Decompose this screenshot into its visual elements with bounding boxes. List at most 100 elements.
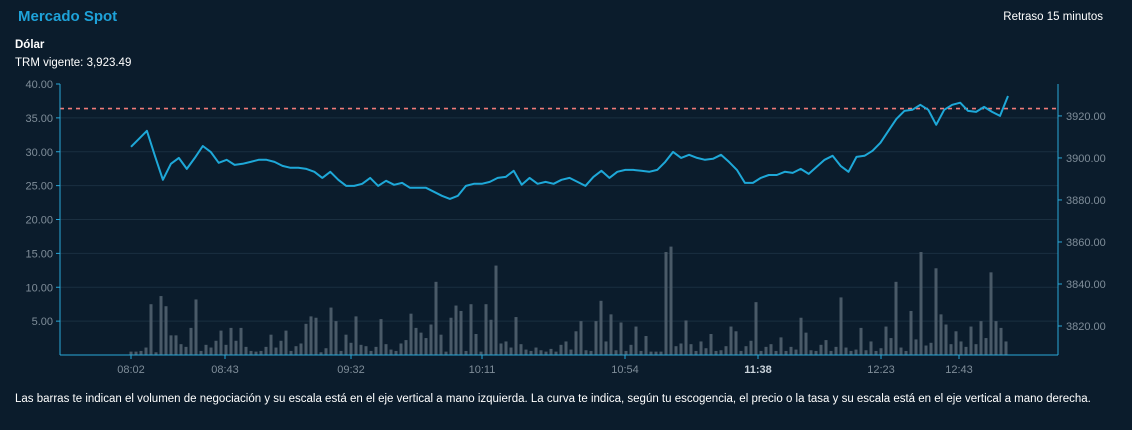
volume-bar [304, 323, 308, 355]
volume-bar [204, 344, 208, 355]
volume-bar [689, 344, 693, 355]
volume-bar [324, 348, 328, 355]
volume-bar [394, 350, 398, 355]
volume-bar [459, 310, 463, 355]
left-axis-label: 20.00 [25, 215, 53, 227]
volume-bar [134, 351, 138, 355]
volume-bar [454, 305, 458, 355]
volume-bar [264, 346, 268, 355]
volume-bar [609, 314, 613, 355]
volume-bar [319, 352, 323, 355]
volume-bar [619, 322, 623, 355]
volume-bar [209, 347, 213, 355]
volume-bar [354, 316, 358, 355]
volume-bar [869, 341, 873, 355]
volume-bar [334, 321, 338, 355]
right-axis-label: 3880.00 [1066, 195, 1106, 207]
volume-bar [864, 350, 868, 355]
right-axis-label: 3860.00 [1066, 237, 1106, 249]
volume-bar [584, 350, 588, 355]
volume-bar [179, 344, 183, 355]
volume-bar [524, 349, 528, 355]
volume-bar [659, 351, 663, 355]
volume-bar [734, 331, 738, 355]
left-axis-label: 5.00 [32, 316, 53, 328]
volume-bar [769, 344, 773, 355]
volume-bar [964, 346, 968, 355]
volume-bar [899, 347, 903, 355]
volume-bar [509, 347, 513, 355]
volume-bar [674, 346, 678, 355]
volume-bar [1004, 341, 1008, 355]
volume-bar [519, 344, 523, 355]
volume-bar [539, 350, 543, 355]
left-axis-label: 35.00 [25, 113, 53, 125]
volume-bar [284, 330, 288, 355]
volume-bar [709, 333, 713, 355]
volume-bar [799, 317, 803, 355]
volume-bar [774, 350, 778, 355]
volume-bar [564, 341, 568, 355]
volume-bar [199, 350, 203, 355]
left-axis-label: 40.00 [25, 79, 53, 91]
volume-bar [314, 317, 318, 355]
volume-bar [779, 337, 783, 355]
volume-bar [424, 338, 428, 355]
volume-bar [939, 314, 943, 355]
volume-bar [824, 340, 828, 355]
volume-bar [279, 340, 283, 355]
volume-bar [644, 336, 648, 355]
volume-bar [804, 332, 808, 355]
volume-bar [419, 332, 423, 355]
volume-bar [569, 349, 573, 355]
volume-bar [924, 345, 928, 355]
delay-notice: Retraso 15 minutos [1003, 11, 1103, 23]
volume-bar [504, 341, 508, 355]
volume-bar [959, 341, 963, 355]
volume-bar [904, 350, 908, 355]
volume-bar [989, 272, 993, 355]
volume-bar [969, 326, 973, 355]
volume-bar [599, 300, 603, 355]
volume-bar [449, 317, 453, 355]
volume-bar [839, 297, 843, 355]
volume-bar [234, 340, 238, 355]
volume-bar [159, 296, 163, 355]
trm-value: TRM vigente: 3,923.49 [15, 57, 132, 69]
volume-bar [649, 351, 653, 355]
volume-bar [749, 340, 753, 355]
volume-bar [894, 281, 898, 355]
volume-bar [514, 317, 518, 355]
volume-bar [974, 344, 978, 355]
right-axis-label: 3920.00 [1066, 111, 1106, 123]
volume-bar [664, 252, 668, 355]
x-axis-label: 08:43 [211, 364, 239, 376]
volume-bar [129, 351, 133, 355]
volume-bar [574, 331, 578, 355]
volume-bar [469, 304, 473, 355]
volume-bar [754, 302, 758, 355]
volume-bar [549, 348, 553, 355]
volume-bar [694, 350, 698, 355]
volume-bar [884, 326, 888, 355]
volume-bar [379, 319, 383, 355]
volume-bar [579, 321, 583, 355]
volume-bar [844, 347, 848, 355]
volume-bar [229, 327, 233, 355]
left-axis-label: 30.00 [25, 147, 53, 159]
volume-bar [879, 348, 883, 355]
x-axis-label: 12:43 [945, 364, 973, 376]
volume-bar [684, 320, 688, 355]
volume-bar [604, 341, 608, 355]
volume-bar [219, 330, 223, 355]
volume-bar [194, 299, 198, 355]
volume-bar [224, 344, 228, 355]
volume-bar [299, 343, 303, 355]
volume-bar [944, 324, 948, 355]
volume-bar [164, 306, 168, 355]
volume-bar [169, 335, 173, 355]
x-axis-label: 08:02 [117, 364, 145, 376]
volume-bar [404, 340, 408, 355]
chart-explanation: Las barras te indican el volumen de nego… [15, 393, 1091, 405]
